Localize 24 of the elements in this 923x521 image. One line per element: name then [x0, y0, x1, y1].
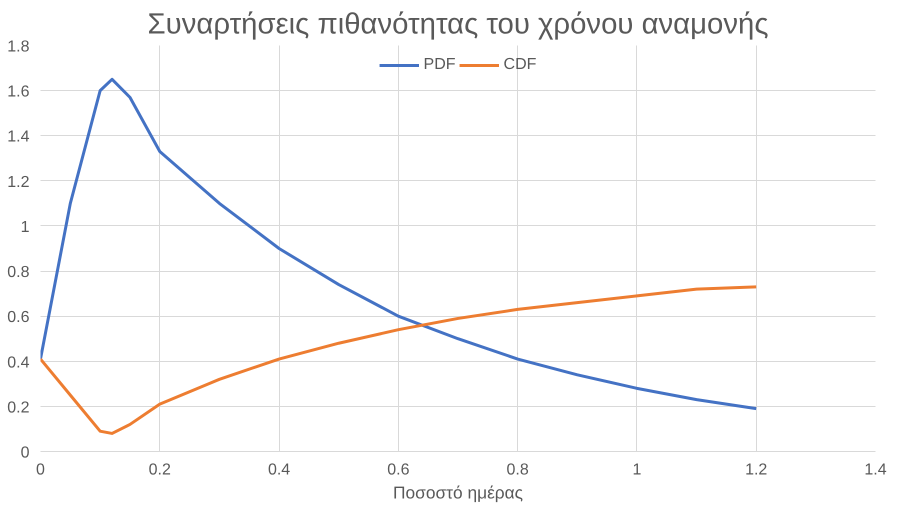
x-tick-label: 1.2	[745, 462, 768, 478]
line-series	[40, 78, 758, 410]
x-axis-title: Ποσοστό ημέρας	[392, 482, 524, 502]
x-tick-label: 0	[36, 462, 46, 478]
y-tick-label: 1.8	[7, 38, 30, 56]
y-tick-label: 1.6	[7, 84, 30, 101]
y-tick-label: 0.2	[7, 399, 30, 416]
x-tick-label: 1	[632, 462, 642, 478]
y-tick-label: 0.8	[7, 264, 30, 282]
x-tick-label: 0.8	[506, 462, 529, 478]
legend-label: CDF	[504, 56, 536, 74]
y-tick-label: 0.4	[7, 354, 30, 372]
y-tick-label: 0	[20, 444, 30, 462]
y-tick-label: 1.2	[7, 174, 30, 191]
y-tick-label: 0.6	[7, 309, 30, 326]
y-tick-label: 1.4	[7, 128, 30, 146]
legend-label: PDF	[424, 56, 456, 74]
chart-title: Συναρτήσεις πιθανότητας του χρόνου αναμονής	[148, 8, 768, 40]
line-series	[40, 285, 758, 435]
x-tick-label: 0.6	[387, 462, 410, 478]
x-tick-label: 0.4	[268, 462, 290, 478]
x-tick-label: 0.2	[148, 462, 172, 478]
x-tick-label: 1.4	[864, 462, 887, 478]
y-tick-label: 1	[20, 218, 30, 236]
